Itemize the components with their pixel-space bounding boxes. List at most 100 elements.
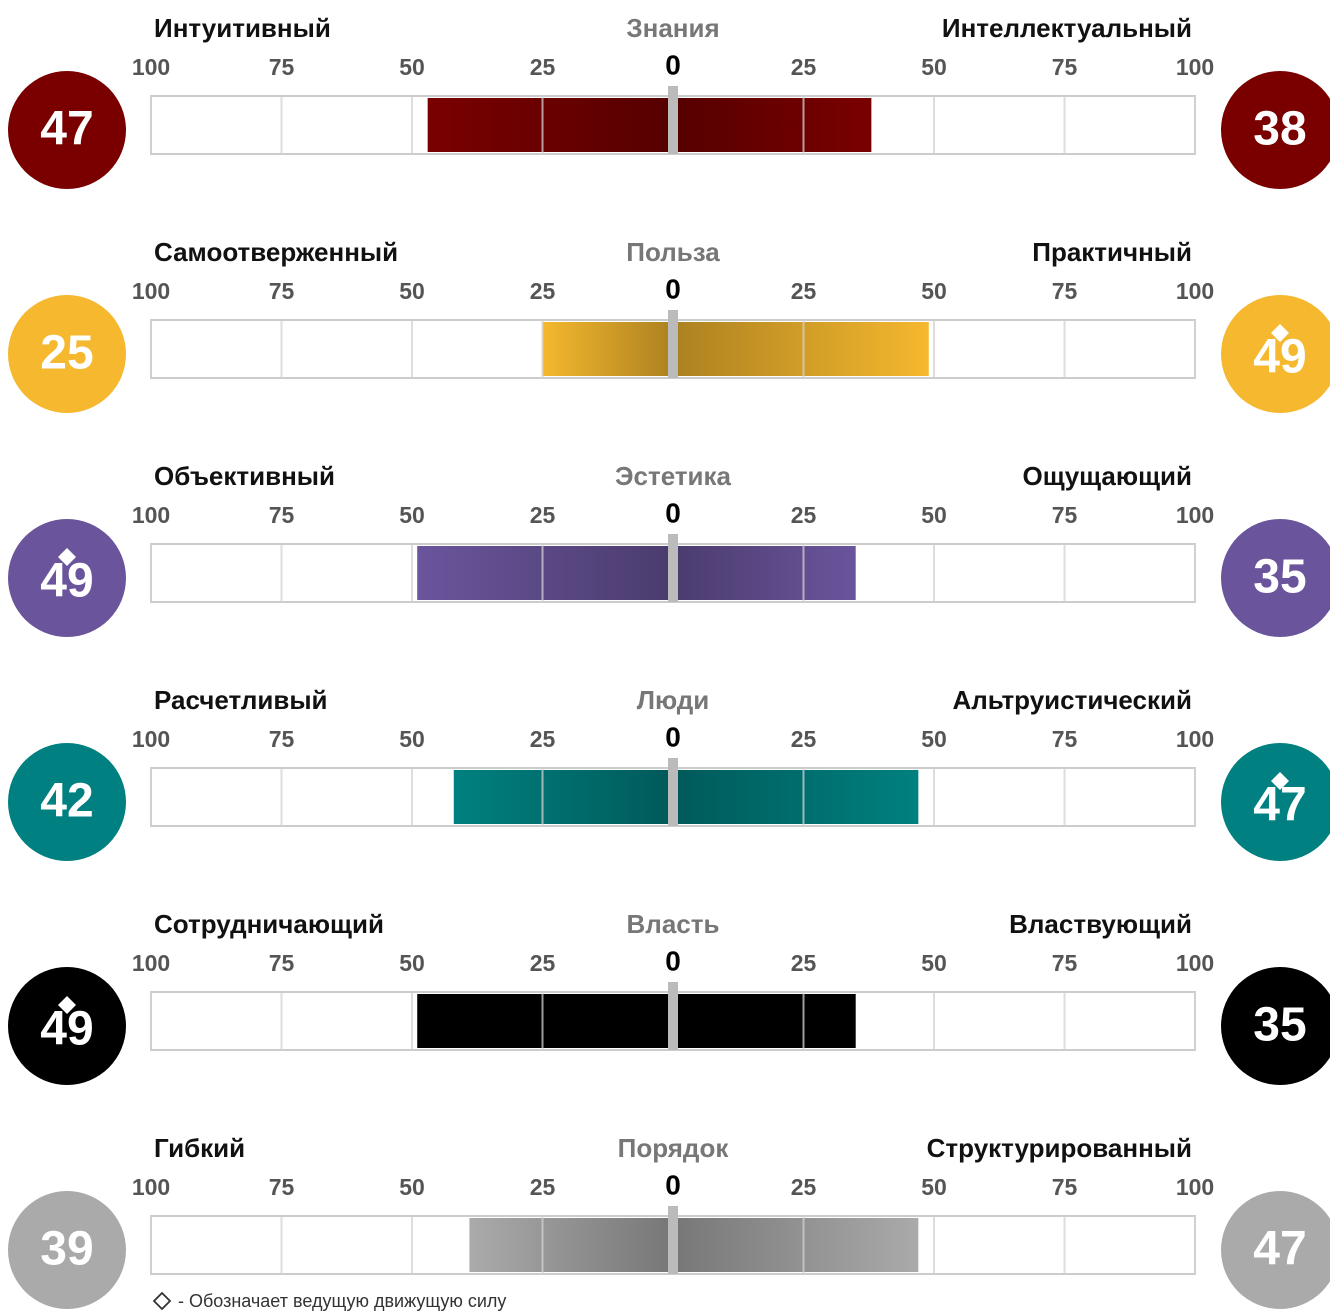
x-tick-label: 100 [132,278,170,304]
center-line [668,86,678,154]
x-tick-label: 100 [1176,726,1214,752]
chart-title: Польза [626,237,720,267]
x-tick-label: 25 [530,54,556,80]
score-label: 42 [40,775,93,828]
x-tick-label: 25 [530,502,556,528]
driver-diamond [58,996,76,1014]
score-label: 35 [1253,999,1306,1052]
score-circle [1221,295,1330,413]
center-line [668,1206,678,1274]
x-tick-label: 25 [791,54,817,80]
score-circle [8,743,126,861]
x-tick-label: 0 [665,1169,681,1200]
x-tick-label: 25 [791,726,817,752]
left-label: Сотрудничающий [154,909,384,939]
x-tick-label: 50 [921,278,947,304]
x-tick-label: 100 [132,1174,170,1200]
x-tick-label: 25 [791,1174,817,1200]
center-line [668,758,678,826]
x-tick-label: 25 [791,278,817,304]
left-label: Интуитивный [154,13,331,43]
x-tick-label: 0 [665,497,681,528]
x-tick-label: 100 [1176,1174,1214,1200]
score-label: 49 [40,1003,93,1056]
score-circle [8,1191,126,1309]
x-tick-label: 100 [1176,950,1214,976]
driver-diamond [58,548,76,566]
bar-shade [453,770,673,824]
bar-shade [673,1218,919,1272]
x-tick-label: 100 [132,502,170,528]
x-tick-label: 50 [399,54,425,80]
x-tick-label: 75 [1052,502,1078,528]
x-tick-label: 100 [132,54,170,80]
bar-shade [673,322,929,376]
x-tick-label: 75 [1052,1174,1078,1200]
bar-shade [673,98,872,152]
right-label: Структурированный [927,1133,1192,1163]
score-circle [8,519,126,637]
driver-diamond [1271,772,1289,790]
bar-shade [542,322,673,376]
x-tick-label: 100 [132,726,170,752]
x-tick-label: 75 [269,726,295,752]
score-circle [8,967,126,1085]
center-line [668,310,678,378]
x-tick-label: 25 [530,1174,556,1200]
x-tick-label: 50 [921,1174,947,1200]
right-label: Властвующий [1009,909,1192,939]
x-tick-label: 50 [399,950,425,976]
x-tick-label: 75 [1052,278,1078,304]
score-circle [1221,519,1330,637]
bar-shade [673,546,856,600]
score-circle [1221,1191,1330,1309]
x-tick-label: 75 [1052,54,1078,80]
x-tick-label: 0 [665,721,681,752]
score-label: 25 [40,327,93,380]
x-tick-label: 50 [921,726,947,752]
x-tick-label: 75 [269,502,295,528]
right-label: Ощущающий [1023,461,1192,491]
score-circle [1221,967,1330,1085]
x-tick-label: 75 [269,278,295,304]
bar-shade [417,546,673,600]
score-label: 47 [1253,1223,1306,1276]
chart-title: Власть [627,909,720,939]
x-tick-label: 75 [269,54,295,80]
x-tick-label: 75 [269,950,295,976]
footnote: - Обозначает ведущую движущую силу [178,1291,506,1311]
chart-title: Порядок [618,1133,730,1163]
x-tick-label: 50 [399,278,425,304]
x-tick-label: 50 [399,502,425,528]
x-tick-label: 50 [921,54,947,80]
x-tick-label: 100 [132,950,170,976]
score-label: 49 [1253,331,1306,384]
bar-shade [417,994,673,1048]
score-label: 47 [1253,779,1306,832]
score-circle [8,295,126,413]
chart-title: Знания [626,13,719,43]
bar-shade [673,770,919,824]
x-tick-label: 75 [269,1174,295,1200]
x-tick-label: 50 [921,502,947,528]
x-tick-label: 100 [1176,278,1214,304]
bar-shade [427,98,673,152]
chart-title: Эстетика [615,461,732,491]
x-tick-label: 25 [791,950,817,976]
x-tick-label: 50 [921,950,947,976]
x-tick-label: 0 [665,49,681,80]
x-tick-label: 75 [1052,950,1078,976]
right-label: Практичный [1032,237,1192,267]
right-label: Интеллектуальный [942,13,1192,43]
score-circle [1221,743,1330,861]
x-tick-label: 50 [399,726,425,752]
x-tick-label: 0 [665,273,681,304]
score-label: 49 [40,555,93,608]
left-label: Самоотверженный [154,237,398,267]
x-tick-label: 0 [665,945,681,976]
score-label: 35 [1253,551,1306,604]
x-tick-label: 50 [399,1174,425,1200]
right-label: Альтруистический [952,685,1192,715]
driver-diamond [1271,324,1289,342]
